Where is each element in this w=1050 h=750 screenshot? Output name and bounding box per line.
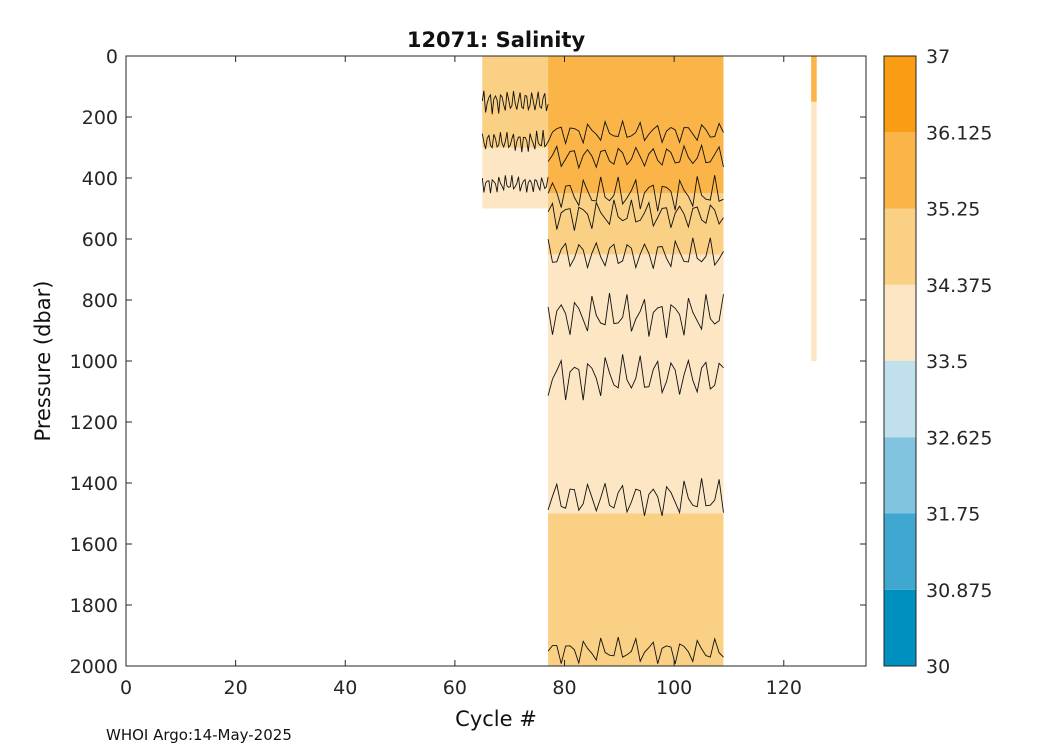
contour-line — [481, 175, 549, 194]
x-axis-label: Cycle # — [455, 707, 537, 731]
colorbar-tick-label: 30 — [926, 656, 950, 678]
y-tick-label: 1000 — [70, 351, 118, 373]
salinity-band-upper-mid — [548, 132, 724, 194]
colorbar-tick-label: 37 — [926, 46, 950, 68]
contour-line — [547, 237, 724, 270]
salinity-band-surface-high — [548, 56, 724, 133]
y-axis-label: Pressure (dbar) — [31, 281, 55, 442]
x-tick-label: 80 — [552, 677, 576, 699]
colorbar-tick-label: 34.375 — [926, 275, 992, 297]
colorbar-frame — [883, 55, 917, 667]
y-tick-label: 1400 — [70, 473, 118, 495]
y-tick-label: 400 — [82, 168, 118, 190]
x-tick-label: 40 — [333, 677, 357, 699]
x-tick-label: 120 — [766, 677, 802, 699]
contour-line — [547, 354, 724, 401]
contour-line — [547, 199, 724, 231]
contour-line — [481, 90, 549, 115]
x-tick-label: 20 — [224, 677, 248, 699]
y-tick-label: 800 — [82, 290, 118, 312]
contour-lines — [481, 90, 724, 665]
y-tick-label: 200 — [82, 107, 118, 129]
x-tick-label: 100 — [656, 677, 692, 699]
colorbar-segment — [884, 513, 916, 590]
x-tick-label: 0 — [120, 677, 132, 699]
colorbar-tick-label: 31.75 — [926, 504, 980, 526]
chart-title: 12071: Salinity — [407, 28, 586, 52]
colorbar-tick-label: 33.5 — [926, 351, 968, 373]
x-tick-label: 60 — [443, 677, 467, 699]
contour-line — [481, 129, 549, 153]
footer-credit: WHOI Argo:14-May-2025 — [106, 726, 292, 744]
contour-line — [547, 636, 724, 665]
colorbar-tick-label: 30.875 — [926, 580, 992, 602]
y-tick-label: 600 — [82, 229, 118, 251]
contour-line — [547, 119, 724, 146]
colorbar-segment — [884, 208, 916, 285]
salinity-band-late-surface — [811, 56, 817, 102]
y-tick-label: 2000 — [70, 656, 118, 678]
colorbar-segment — [884, 437, 916, 514]
colorbar-segment — [884, 361, 916, 438]
salinity-band-thermocline — [548, 193, 724, 255]
contour-line — [547, 478, 724, 517]
y-tick-label: 1800 — [70, 595, 118, 617]
colorbar-tick-label: 36.125 — [926, 122, 992, 144]
x-axis: 0 20 40 60 80 100 120 — [120, 56, 802, 699]
y-tick-label: 1200 — [70, 412, 118, 434]
salinity-band-deep-high — [548, 513, 724, 666]
colorbar-segment — [884, 132, 916, 209]
y-tick-label: 1600 — [70, 534, 118, 556]
colorbar-tick-label: 32.625 — [926, 427, 992, 449]
colorbar-segment — [884, 284, 916, 361]
colorbar-tick-label: 35.25 — [926, 199, 980, 221]
colorbar: 37 36.125 35.25 34.375 33.5 32.625 31.75 30.875… — [883, 46, 992, 678]
contour-line — [547, 175, 724, 212]
contour-line — [547, 293, 724, 339]
y-tick-label: 0 — [106, 46, 118, 68]
colorbar-segment — [884, 589, 916, 666]
data-block-late-profile — [811, 56, 817, 361]
y-axis: 0 200 400 600 800 1000 1200 1400 1600 1800 2000 — [70, 46, 866, 678]
contour-line — [547, 143, 724, 170]
colorbar-segment — [884, 56, 916, 133]
